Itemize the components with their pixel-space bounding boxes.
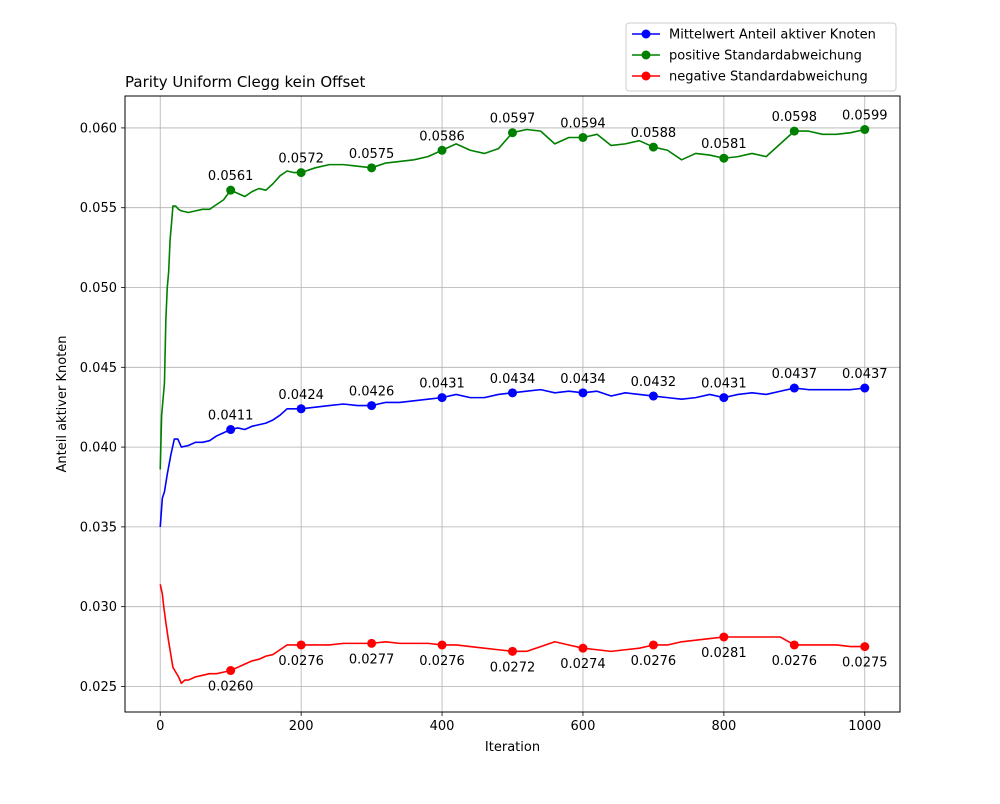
y-tick-label: 0.030 bbox=[80, 600, 117, 615]
y-tick-label: 0.040 bbox=[80, 441, 117, 456]
series-0-marker bbox=[296, 404, 306, 414]
y-tick-label: 0.060 bbox=[80, 121, 117, 136]
x-tick-label: 600 bbox=[571, 719, 596, 734]
series-line-0 bbox=[159, 387, 865, 527]
series-2-data-label: 0.0277 bbox=[349, 652, 395, 667]
chart-title: Parity Uniform Clegg kein Offset bbox=[125, 73, 366, 91]
series-1-data-label: 0.0575 bbox=[349, 147, 395, 162]
series-1-data-label: 0.0598 bbox=[772, 110, 818, 125]
y-tick-label: 0.045 bbox=[80, 361, 117, 376]
series-1-data-label: 0.0599 bbox=[842, 109, 888, 124]
series-2-marker bbox=[648, 640, 658, 650]
series-0-marker bbox=[508, 388, 517, 398]
series-1-marker bbox=[296, 168, 306, 178]
series-group bbox=[159, 125, 870, 685]
series-0-data-label: 0.0437 bbox=[842, 367, 888, 382]
series-2-marker bbox=[226, 666, 236, 676]
series-0-marker bbox=[648, 391, 658, 401]
series-1-marker bbox=[226, 185, 236, 195]
series-2-marker bbox=[578, 643, 588, 653]
y-axis-label: Anteil aktiver Knoten bbox=[55, 335, 70, 472]
series-0-marker bbox=[578, 388, 588, 398]
axis-ticks: 0 200 400 600 800 1000 0.025 0.030 0.035 0.040 0.0… bbox=[80, 121, 882, 734]
series-0-data-label: 0.0434 bbox=[490, 372, 536, 387]
legend-label-0: Mittelwert Anteil aktiver Knoten bbox=[669, 28, 876, 43]
series-2-data-label: 0.0276 bbox=[278, 654, 324, 669]
series-1-marker bbox=[860, 125, 870, 135]
series-2-marker bbox=[437, 640, 447, 650]
legend: Mittelwert Anteil aktiver Knoten positive… bbox=[625, 22, 897, 92]
series-0-data-label: 0.0434 bbox=[560, 372, 606, 387]
series-2-marker bbox=[296, 640, 306, 650]
series-0-data-label: 0.0431 bbox=[701, 377, 747, 392]
series-2-data-label: 0.0274 bbox=[560, 657, 606, 672]
series-1-marker bbox=[789, 126, 799, 136]
series-2-data-label: 0.0260 bbox=[208, 680, 254, 695]
series-0-data-label: 0.0424 bbox=[278, 388, 324, 403]
series-0-marker bbox=[789, 383, 799, 393]
series-2-marker bbox=[860, 642, 870, 652]
series-2-data-label: 0.0272 bbox=[490, 660, 536, 675]
legend-marker-2 bbox=[641, 71, 651, 81]
series-1-marker bbox=[648, 142, 658, 152]
series-1-data-label: 0.0572 bbox=[278, 152, 324, 167]
series-1-data-label: 0.0594 bbox=[560, 116, 606, 131]
series-0-data-label: 0.0431 bbox=[419, 377, 465, 392]
legend-marker-0 bbox=[641, 29, 651, 39]
series-0-marker bbox=[226, 425, 236, 435]
legend-marker-1 bbox=[641, 50, 651, 60]
series-0-data-label: 0.0426 bbox=[349, 385, 395, 400]
series-0-marker bbox=[719, 393, 729, 403]
series-2-data-label: 0.0276 bbox=[419, 654, 465, 669]
series-2-marker bbox=[367, 638, 377, 648]
series-0-marker bbox=[437, 393, 447, 403]
series-1-marker bbox=[719, 153, 729, 163]
series-1-data-label: 0.0597 bbox=[490, 112, 536, 127]
series-2-data-label: 0.0276 bbox=[772, 654, 818, 669]
plot-frame bbox=[124, 95, 901, 713]
series-1-data-label: 0.0581 bbox=[701, 137, 747, 152]
y-tick-label: 0.035 bbox=[80, 520, 117, 535]
series-1-data-label: 0.0588 bbox=[631, 126, 677, 141]
x-tick-label: 400 bbox=[430, 719, 455, 734]
series-1-data-label: 0.0586 bbox=[419, 129, 465, 144]
series-0-data-label: 0.0437 bbox=[772, 367, 818, 382]
data-labels: 0.0411 0.0424 0.0426 0.0431 0.0434 0.0434 0.04… bbox=[208, 109, 888, 695]
y-tick-label: 0.025 bbox=[80, 680, 117, 695]
x-tick-label: 800 bbox=[711, 719, 736, 734]
series-line-1 bbox=[159, 128, 865, 470]
series-2-marker bbox=[719, 632, 729, 642]
series-1-marker bbox=[578, 132, 588, 142]
legend-box bbox=[625, 22, 897, 92]
grid bbox=[125, 96, 900, 712]
series-line-2 bbox=[159, 584, 865, 685]
legend-label-2: negative Standardabweichung bbox=[669, 70, 868, 85]
series-1-data-label: 0.0561 bbox=[208, 169, 254, 184]
series-2-marker bbox=[789, 640, 799, 650]
x-tick-label: 1000 bbox=[848, 719, 881, 734]
y-tick-label: 0.055 bbox=[80, 201, 117, 216]
series-0-data-label: 0.0432 bbox=[631, 375, 677, 390]
series-2-data-label: 0.0281 bbox=[701, 646, 747, 661]
series-2-data-label: 0.0275 bbox=[842, 656, 888, 671]
series-0-marker bbox=[367, 401, 377, 411]
series-2-marker bbox=[508, 646, 517, 656]
series-1-marker bbox=[437, 145, 447, 155]
series-0-marker bbox=[860, 383, 870, 393]
x-axis-label: Iteration bbox=[485, 740, 540, 755]
y-tick-label: 0.050 bbox=[80, 281, 117, 296]
legend-label-1: positive Standardabweichung bbox=[669, 49, 862, 64]
series-0-data-label: 0.0411 bbox=[208, 409, 254, 424]
x-tick-label: 0 bbox=[156, 719, 164, 734]
series-1-marker bbox=[367, 163, 377, 173]
x-tick-label: 200 bbox=[289, 719, 314, 734]
series-2-data-label: 0.0276 bbox=[631, 654, 677, 669]
series-1-marker bbox=[508, 128, 517, 138]
